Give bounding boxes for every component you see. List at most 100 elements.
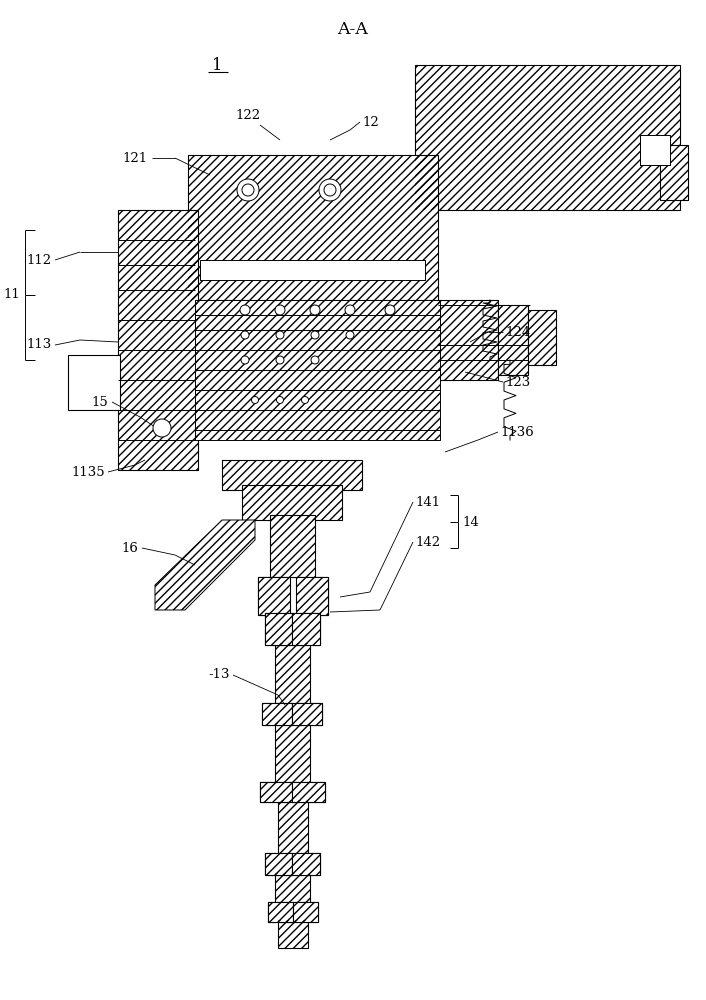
Bar bbox=[222, 460, 362, 490]
Circle shape bbox=[385, 305, 395, 315]
Bar bbox=[293, 902, 318, 922]
Bar bbox=[275, 643, 310, 705]
Circle shape bbox=[346, 331, 354, 339]
Bar bbox=[292, 703, 322, 725]
Bar bbox=[242, 485, 342, 520]
Bar bbox=[278, 920, 308, 948]
Text: 113: 113 bbox=[27, 338, 52, 352]
Bar bbox=[188, 155, 438, 300]
Bar bbox=[265, 613, 320, 645]
Bar bbox=[296, 577, 328, 615]
Bar bbox=[258, 577, 290, 615]
Bar bbox=[118, 210, 198, 470]
Bar bbox=[195, 300, 440, 440]
Bar bbox=[260, 782, 292, 802]
Bar bbox=[292, 782, 325, 802]
Bar bbox=[292, 782, 325, 802]
Circle shape bbox=[310, 305, 320, 315]
Bar bbox=[528, 310, 556, 365]
Bar bbox=[270, 515, 315, 580]
Text: 12: 12 bbox=[362, 115, 378, 128]
Circle shape bbox=[153, 419, 171, 437]
Bar bbox=[296, 577, 328, 615]
Circle shape bbox=[324, 184, 336, 196]
Text: 123: 123 bbox=[505, 375, 530, 388]
Bar bbox=[275, 873, 310, 905]
Bar bbox=[438, 300, 498, 380]
Bar bbox=[268, 902, 293, 922]
Bar bbox=[292, 613, 320, 645]
Bar bbox=[438, 300, 498, 380]
Text: 1: 1 bbox=[212, 56, 222, 74]
Text: A-A: A-A bbox=[337, 21, 369, 38]
Text: 141: 141 bbox=[415, 495, 440, 508]
Bar bbox=[268, 902, 318, 922]
Bar bbox=[275, 723, 310, 785]
Bar bbox=[242, 485, 342, 520]
Circle shape bbox=[275, 305, 285, 315]
Text: 142: 142 bbox=[415, 536, 440, 548]
Circle shape bbox=[242, 184, 254, 196]
Bar bbox=[258, 577, 328, 615]
Bar bbox=[270, 515, 315, 580]
Bar bbox=[200, 260, 425, 280]
Text: 122: 122 bbox=[235, 109, 261, 122]
Bar bbox=[292, 853, 320, 875]
Circle shape bbox=[311, 331, 319, 339]
Polygon shape bbox=[155, 520, 255, 610]
Bar bbox=[260, 782, 292, 802]
Bar bbox=[262, 703, 322, 725]
Bar bbox=[265, 613, 292, 645]
Bar bbox=[498, 305, 528, 375]
Bar bbox=[292, 853, 320, 875]
Bar bbox=[278, 800, 308, 855]
Bar bbox=[68, 355, 120, 410]
Bar bbox=[258, 577, 290, 615]
Bar bbox=[498, 305, 528, 375]
Bar bbox=[195, 300, 440, 440]
Circle shape bbox=[277, 396, 284, 403]
Bar bbox=[640, 135, 670, 165]
Bar bbox=[275, 643, 310, 705]
Circle shape bbox=[276, 356, 284, 364]
Circle shape bbox=[241, 331, 249, 339]
Bar bbox=[415, 65, 680, 210]
Bar bbox=[262, 703, 292, 725]
Text: 16: 16 bbox=[121, 542, 138, 554]
Text: 1136: 1136 bbox=[500, 426, 534, 438]
Text: 112: 112 bbox=[27, 253, 52, 266]
Bar bbox=[292, 613, 320, 645]
Bar bbox=[118, 210, 198, 470]
Bar bbox=[222, 460, 362, 490]
Circle shape bbox=[345, 305, 355, 315]
Circle shape bbox=[311, 356, 319, 364]
Bar bbox=[262, 703, 292, 725]
Bar bbox=[275, 873, 310, 905]
Bar bbox=[260, 782, 325, 802]
Circle shape bbox=[301, 396, 309, 403]
Text: 15: 15 bbox=[91, 395, 108, 408]
Text: 121: 121 bbox=[123, 151, 148, 164]
Bar bbox=[660, 145, 688, 200]
Bar bbox=[278, 920, 308, 948]
Bar bbox=[415, 65, 680, 210]
Bar bbox=[265, 853, 292, 875]
Bar bbox=[265, 853, 320, 875]
Circle shape bbox=[237, 179, 259, 201]
Text: -13: -13 bbox=[208, 668, 230, 682]
Bar bbox=[265, 853, 292, 875]
Text: 124: 124 bbox=[505, 326, 530, 338]
Bar bbox=[292, 703, 322, 725]
Bar bbox=[293, 902, 318, 922]
Bar bbox=[188, 155, 438, 300]
Text: 11: 11 bbox=[4, 288, 20, 302]
Circle shape bbox=[319, 179, 341, 201]
Bar bbox=[275, 723, 310, 785]
Bar bbox=[268, 902, 293, 922]
Text: 14: 14 bbox=[462, 516, 479, 528]
Bar bbox=[278, 800, 308, 855]
Bar bbox=[265, 613, 292, 645]
Circle shape bbox=[276, 331, 284, 339]
Circle shape bbox=[251, 396, 258, 403]
Text: 1135: 1135 bbox=[71, 466, 105, 479]
